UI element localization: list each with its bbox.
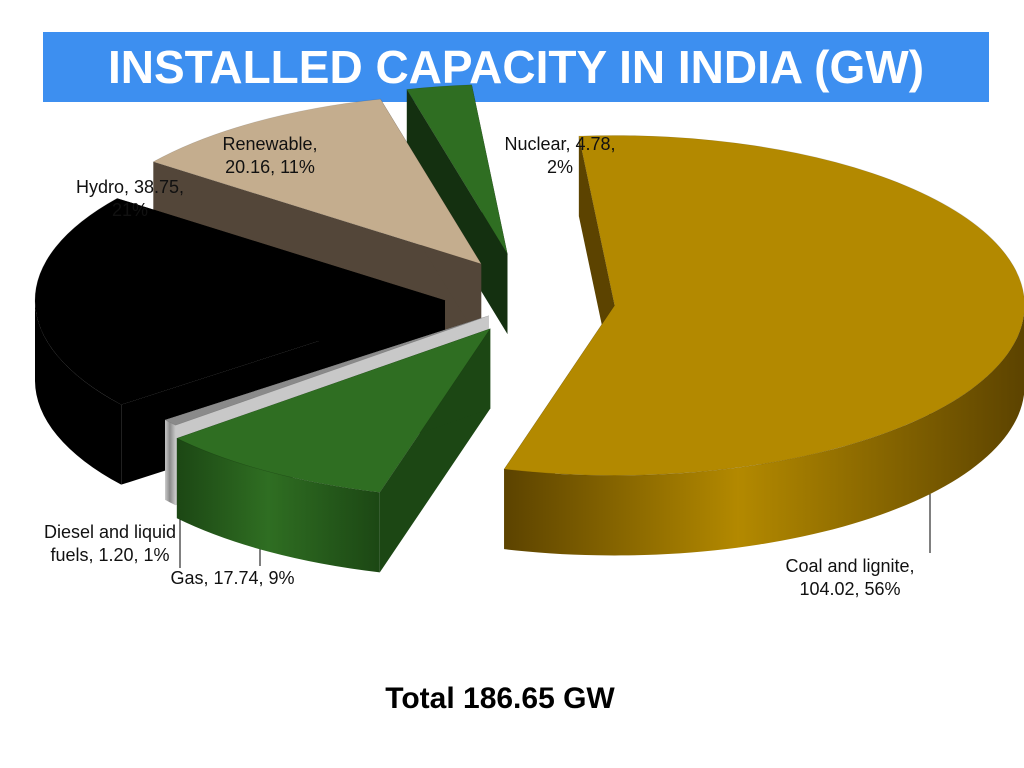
label-renewable: Renewable, 20.16, 11% [222,134,318,177]
slice-top-renewable [152,98,482,265]
slice-rim-gas-0 [176,438,380,573]
slice-nuclear [406,84,508,335]
label-nuclear: Nuclear, 4.78, 2% [504,134,616,177]
title-banner: INSTALLED CAPACITY IN INDIA (GW) [43,32,989,102]
label-diesel: Diesel and liquid fuels, 1.20, 1% [43,522,177,565]
slice-rim-coal-and-lignite-0 [504,314,1024,556]
label-hydro: Hydro, 38.75, 21% [75,177,185,220]
pie-slices [34,84,1024,573]
slice-top-gas [176,328,492,493]
chart-title: INSTALLED CAPACITY IN INDIA (GW) [107,41,925,93]
slice-top-diesel-and-liquid-fuels [164,315,490,426]
slice-rim-diesel-and-liquid-fuels-0 [165,419,176,506]
slice-top-nuclear [406,84,508,255]
total-label: Total 186.65 GW [385,682,615,715]
slice-top-coal-and-lignite [503,135,1024,476]
slice-gas [176,328,492,573]
slice-top-hydro [34,197,446,405]
slice-rim-hydro-0 [35,300,122,485]
slice-wall-nuclear-0 [406,89,508,335]
label-gas: Gas, 17.74, 9% [170,568,295,588]
slice-coal-and-lignite [503,135,1024,556]
label-coal: Coal and lignite, 104.02, 56% [785,556,915,599]
